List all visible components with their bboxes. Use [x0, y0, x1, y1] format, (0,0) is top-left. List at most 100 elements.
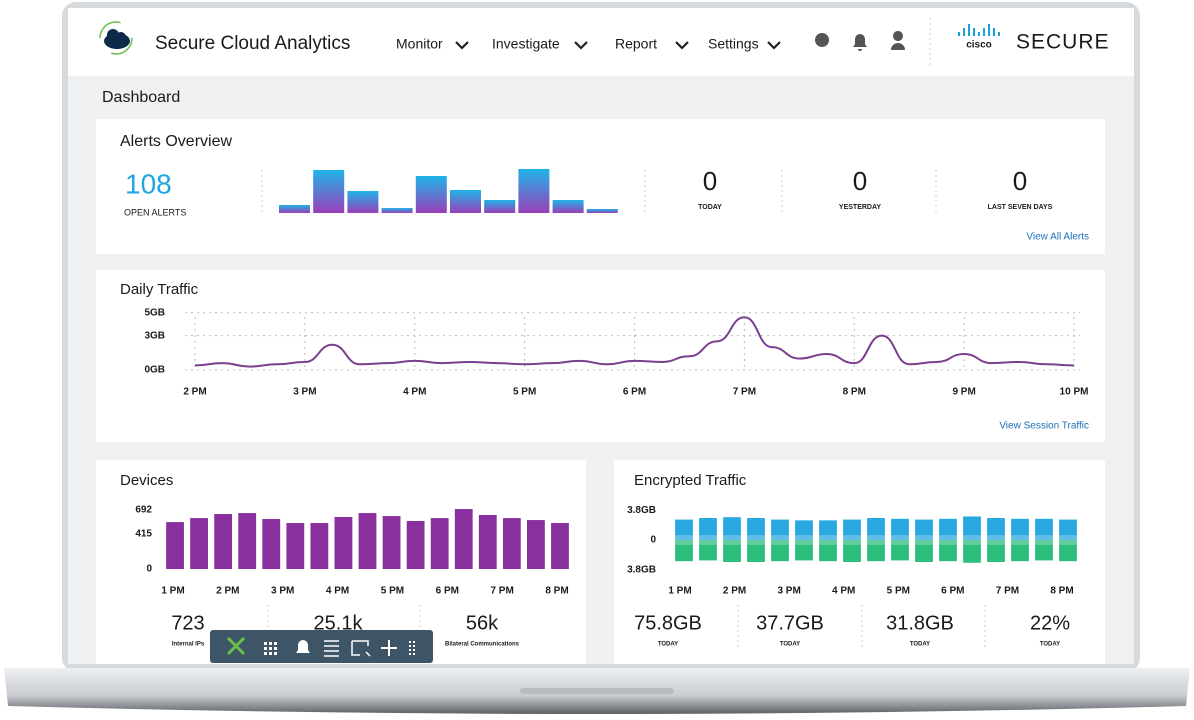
bar [819, 540, 837, 562]
bar [891, 518, 909, 540]
bell-icon[interactable] [853, 34, 867, 51]
nav-item[interactable]: Report [615, 36, 657, 52]
alert-bar [484, 200, 516, 213]
nav-item[interactable]: Monitor [396, 36, 443, 52]
stat-value: 22% [1030, 612, 1070, 634]
alert-bar [552, 200, 584, 213]
x-tick-label: 5 PM [513, 387, 536, 398]
bar [939, 540, 957, 562]
page-title: Dashboard [102, 89, 180, 106]
stat-value: 56k [466, 612, 499, 634]
bar [747, 540, 765, 562]
bar [262, 519, 281, 569]
bar [238, 513, 257, 569]
stat-label: TODAY [1040, 642, 1060, 648]
alert-bar [279, 205, 310, 213]
toolbar [210, 630, 433, 663]
add-icon[interactable] [381, 640, 397, 656]
x-tick-label: 2 PM [723, 586, 746, 597]
alert-bar [313, 170, 345, 213]
alert-bar [415, 176, 447, 213]
y-tick-label: 692 [135, 505, 152, 516]
toolbar-logo[interactable] [226, 636, 246, 656]
stat-label: Internal IPs [172, 642, 205, 648]
bar [915, 540, 933, 562]
x-tick-label: 4 PM [832, 586, 855, 597]
x-tick-label: 6 PM [941, 586, 964, 597]
link[interactable]: View Session Traffic [999, 421, 1089, 432]
stat-value: 0 [703, 166, 717, 196]
bar [723, 517, 741, 540]
bar [166, 522, 184, 569]
x-tick-label: 6 PM [436, 586, 459, 597]
x-tick-label: 8 PM [1050, 586, 1073, 597]
stat-label: YESTERDAY [839, 204, 881, 211]
x-tick-label: 7 PM [996, 586, 1019, 597]
stat-label: TODAY [910, 642, 930, 648]
logo [99, 21, 133, 55]
help-icon[interactable] [815, 33, 829, 47]
x-tick-label: 7 PM [490, 586, 513, 597]
bar [963, 540, 981, 563]
cisco-bars [958, 24, 1000, 36]
x-tick-label: 7 PM [733, 387, 756, 398]
x-tick-label: 2 PM [216, 586, 239, 597]
nav-item[interactable]: Investigate [492, 36, 560, 52]
zero-band [672, 535, 1080, 545]
apps-icon[interactable] [264, 642, 277, 655]
stat-label: Bilateral Communications [445, 642, 520, 648]
x-tick-label: 2 PM [183, 387, 206, 398]
bar [867, 540, 885, 562]
bar [214, 513, 233, 569]
search-icon[interactable] [351, 640, 371, 657]
y-tick-label: 3.8GB [627, 564, 656, 575]
card-title: Alerts Overview [120, 133, 232, 150]
bar [1011, 540, 1029, 562]
bar [430, 518, 449, 569]
app-title: Secure Cloud Analytics [155, 33, 350, 54]
list-icon[interactable] [324, 640, 339, 657]
x-tick-label: 8 PM [843, 387, 866, 398]
bar [334, 516, 353, 569]
card-title: Daily Traffic [120, 281, 199, 298]
alerts-icon[interactable] [296, 640, 310, 653]
bar [867, 518, 885, 540]
bar [843, 540, 861, 562]
bar [527, 520, 545, 569]
header [68, 8, 1134, 76]
x-tick-label: 9 PM [952, 387, 975, 398]
brand: SECURE [1016, 31, 1110, 54]
link[interactable]: View All Alerts [1026, 232, 1089, 243]
nav-item[interactable]: Settings [708, 36, 759, 52]
bar [382, 516, 401, 569]
x-tick-label: 10 PM [1060, 387, 1089, 398]
bar [1059, 519, 1077, 540]
stat-value: 31.8GB [886, 612, 954, 634]
bar [819, 520, 837, 540]
bar [915, 519, 933, 540]
bar [771, 540, 789, 562]
bar [987, 518, 1005, 540]
bar [286, 523, 305, 569]
x-tick-label: 5 PM [381, 586, 404, 597]
bar [795, 520, 813, 540]
bar [1059, 540, 1077, 562]
x-tick-label: 1 PM [668, 586, 691, 597]
stat-value: 75.8GB [634, 612, 702, 634]
y-tick-label: 0 [146, 564, 152, 575]
x-tick-label: 6 PM [623, 387, 646, 398]
open-alerts-count: 108 [125, 168, 172, 199]
x-tick-label: 8 PM [545, 586, 568, 597]
stat-label: TODAY [658, 642, 678, 648]
stat-label: LAST SEVEN DAYS [988, 204, 1053, 211]
alert-bar [586, 209, 618, 213]
card-title: Encrypted Traffic [634, 472, 747, 489]
user-icon[interactable] [891, 31, 905, 50]
x-tick-label: 5 PM [887, 586, 910, 597]
x-tick-label: 1 PM [161, 586, 184, 597]
bar [699, 518, 717, 540]
open-alerts-label: OPEN ALERTS [124, 207, 186, 217]
bar [310, 523, 329, 569]
bar [723, 540, 741, 562]
